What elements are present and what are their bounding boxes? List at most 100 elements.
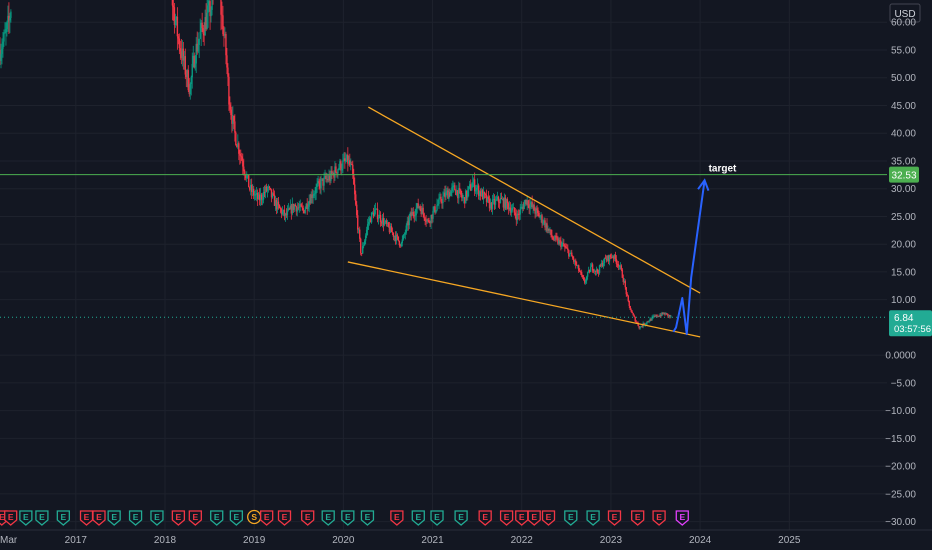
earnings-marker[interactable]: E [675,510,689,526]
earnings-marker[interactable]: E [586,510,600,526]
earnings-marker[interactable]: E [564,510,578,526]
candle-body [444,192,446,198]
price-axis[interactable]: USD 60.00 55.00 50.00 45.00 40.00 35.00 30.00 2… [885,0,932,530]
candle-body [220,0,222,15]
candle-body [251,188,254,192]
earnings-marker[interactable]: E [19,510,33,526]
currency-badge[interactable] [889,3,921,23]
candle-body [604,257,607,259]
earnings-marker[interactable]: E [301,510,315,526]
candle-body [619,265,622,267]
earnings-marker[interactable]: E [631,510,645,526]
earnings-marker[interactable]: E [411,510,425,526]
earnings-marker[interactable]: S [247,509,262,525]
earnings-marker[interactable]: E [210,510,224,526]
candle-body [467,190,469,198]
candle-body [302,207,304,211]
candle-body [520,206,522,209]
earnings-marker[interactable]: E [277,510,292,526]
time-axis[interactable]: Mar 2017 2018 2019 2020 2021 2022 2023 2024 2025 [0,529,932,546]
upper-trendline[interactable] [368,106,701,294]
earnings-marker[interactable]: E [92,510,106,526]
earnings-marker[interactable]: E [260,510,274,526]
candle-body [410,212,412,216]
earnings-marker[interactable]: E [4,510,18,526]
earnings-marker[interactable]: E [541,510,556,526]
candle-body [415,208,417,216]
candle-body [328,175,330,181]
earnings-marker[interactable]: E [607,510,622,526]
candle-body [172,5,175,8]
candle-body [311,194,313,199]
candle-body [288,208,291,210]
candle-body [452,185,454,188]
candle-body [244,171,246,176]
lower-trendline[interactable] [347,261,701,338]
drawing-layer[interactable]: target [0,106,887,338]
candle-body [473,179,476,192]
candle-body [194,63,196,68]
candle-body [560,240,562,248]
candle-body [305,203,307,209]
candle-body [177,36,180,39]
candle-body [475,187,478,190]
earnings-marker[interactable]: E [390,510,404,526]
candle-body [655,314,657,317]
candle-body [639,326,641,329]
candle-body [514,212,517,216]
candle-body [537,210,539,213]
earnings-marker[interactable]: E [321,510,335,526]
projection-path[interactable] [672,180,706,336]
candle-body [451,187,453,191]
candle-body [281,211,284,215]
earnings-marker[interactable]: E [652,510,666,526]
earnings-marker[interactable]: E [107,510,121,526]
earnings-marker[interactable]: E [515,510,529,526]
earnings-marker-glyph: E [234,512,240,522]
earnings-marker[interactable]: E [454,510,468,526]
earnings-marker[interactable]: E [171,510,186,526]
candle-body [525,199,527,205]
x-tick-label: 2022 [511,535,534,546]
candle-body [507,203,510,210]
earnings-marker[interactable]: E [56,510,70,526]
candle-body [173,7,176,26]
earnings-marker-glyph: E [345,512,351,522]
y-tick-label: −15.00 [885,434,916,445]
candle-body [631,311,633,314]
earnings-marker[interactable]: E [360,510,375,526]
candle-body [454,185,456,191]
earnings-marker[interactable]: E [79,510,94,526]
candle-body [513,207,516,213]
candle-body [200,22,202,32]
candle-body [635,321,637,323]
candle-body [547,228,549,231]
candle-body [225,34,227,56]
earnings-marker[interactable]: E [150,510,164,526]
earnings-marker[interactable]: E [35,510,49,526]
candle-body [333,172,335,178]
candle-body [306,203,308,209]
candle-body [440,196,442,202]
candle-body [607,255,610,262]
candle-body [562,242,564,244]
earnings-marker[interactable]: E [341,510,355,526]
earnings-marker[interactable]: E [430,510,444,526]
candle-body [234,121,236,133]
candle-body [428,220,430,223]
earnings-marker[interactable]: E [527,510,541,526]
candle-body [552,237,554,240]
earnings-marker[interactable]: E [128,510,143,526]
earnings-marker[interactable]: E [229,510,243,526]
candle-body [335,166,337,173]
candle-body [365,229,368,236]
candle-body [549,229,551,231]
earnings-marker[interactable]: E [188,510,202,526]
candle-body [589,266,592,273]
earnings-marker[interactable]: E [478,510,492,526]
candle-body [585,276,588,281]
candle-body [257,194,260,200]
earnings-marker[interactable]: E [499,510,514,526]
